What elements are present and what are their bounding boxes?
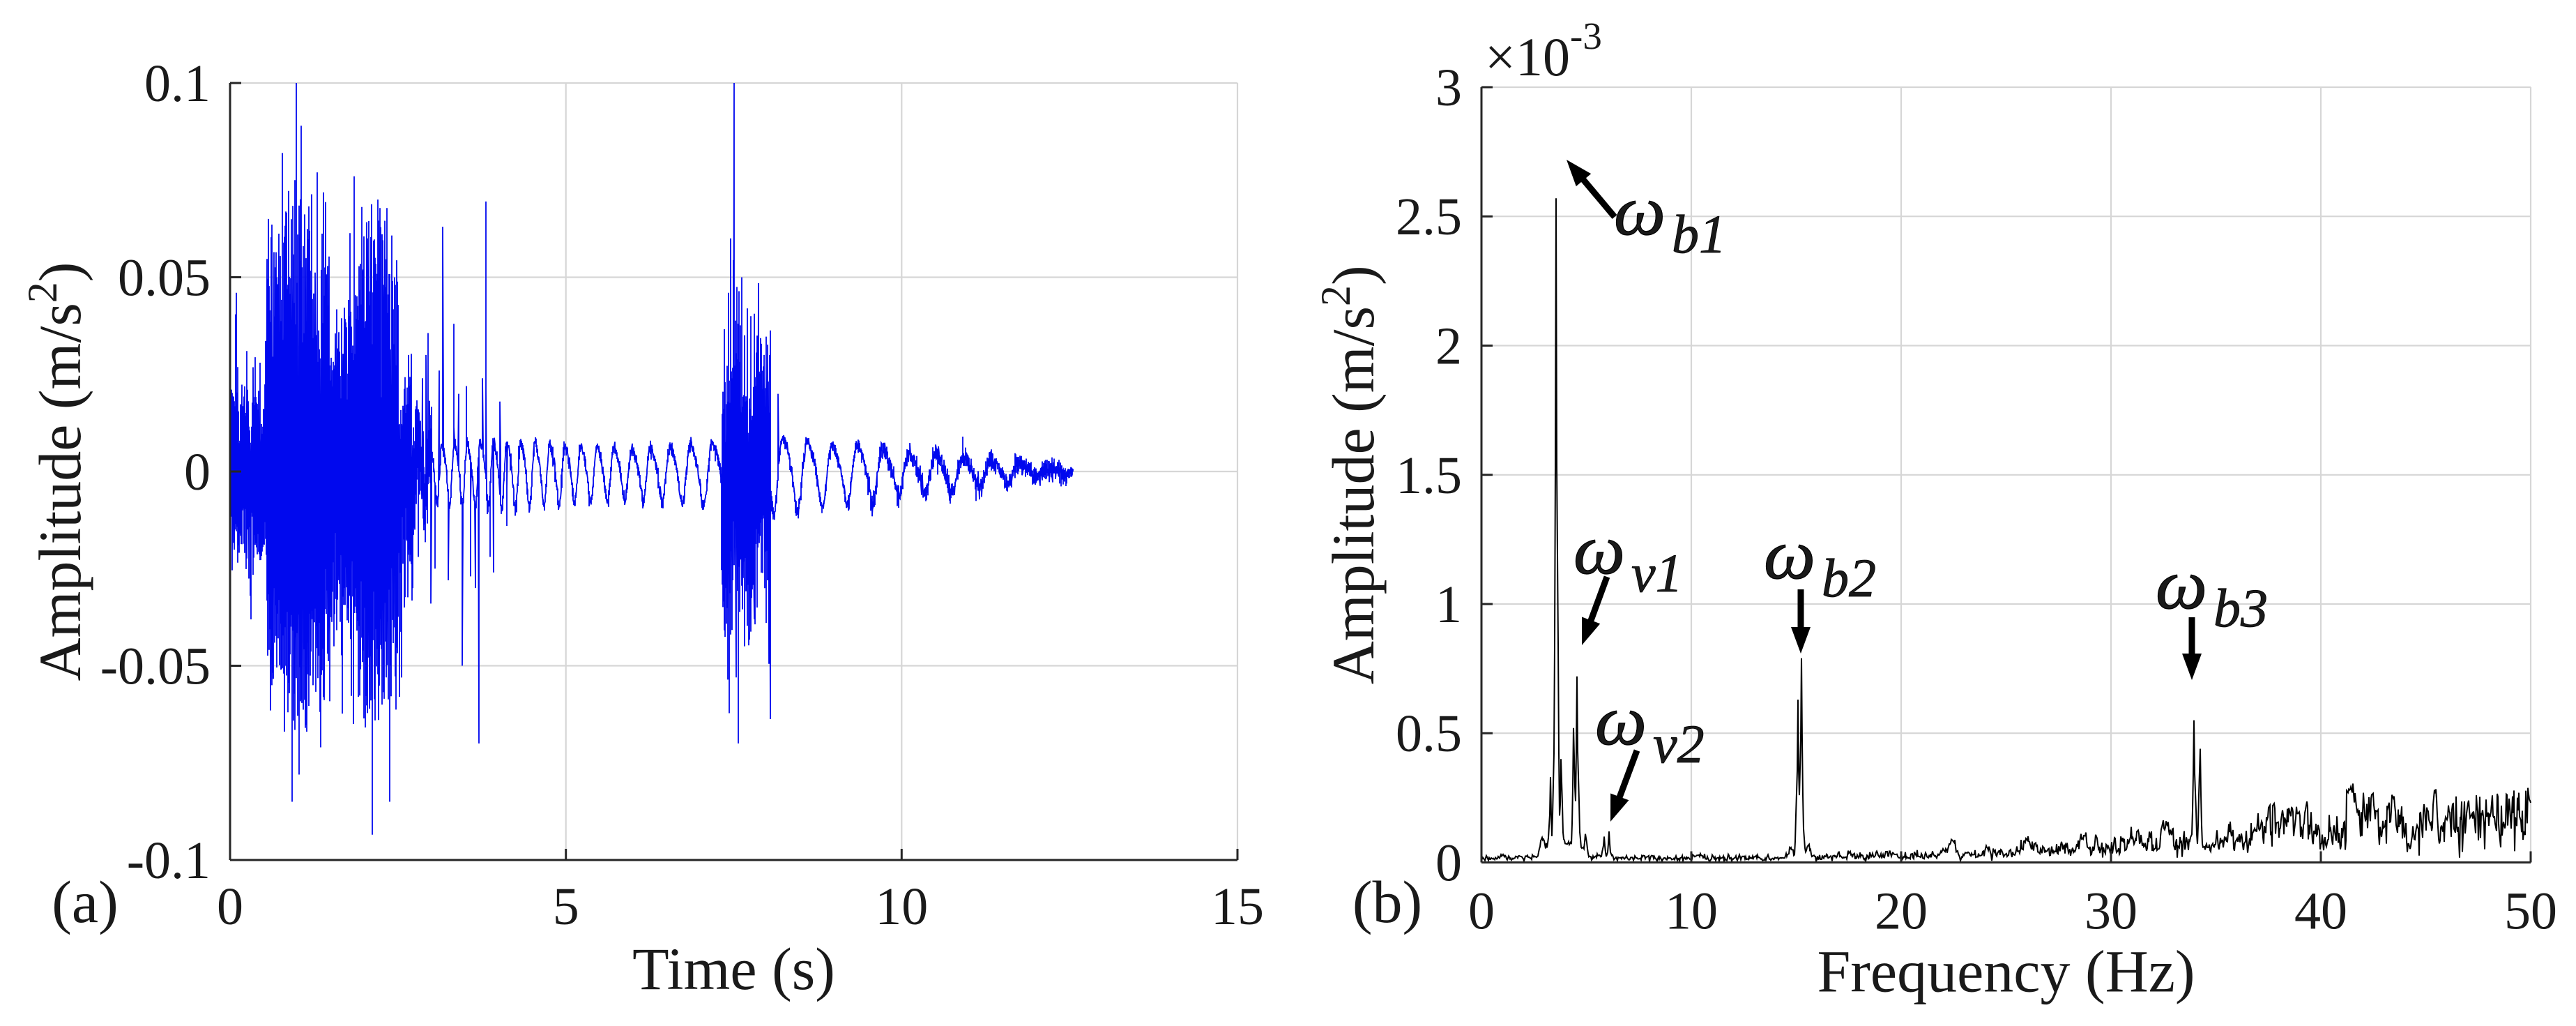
svg-text:Frequency (Hz): Frequency (Hz) bbox=[1817, 938, 2195, 1005]
svg-text:ω: ω bbox=[1573, 511, 1625, 589]
svg-text:20: 20 bbox=[1875, 882, 1928, 941]
svg-text:Time (s): Time (s) bbox=[632, 935, 835, 1002]
svg-text:b3: b3 bbox=[2213, 578, 2268, 638]
svg-text:(a): (a) bbox=[52, 868, 118, 935]
svg-text:(b): (b) bbox=[1352, 868, 1422, 935]
svg-text:b1: b1 bbox=[1672, 204, 1726, 264]
svg-text:ω: ω bbox=[1764, 515, 1815, 594]
svg-text:ω: ω bbox=[1614, 172, 1666, 250]
svg-text:Amplitude (m/s2): Amplitude (m/s2) bbox=[1313, 265, 1387, 684]
svg-text:0: 0 bbox=[1468, 882, 1495, 941]
svg-text:0: 0 bbox=[184, 443, 211, 501]
svg-text:5: 5 bbox=[553, 877, 579, 936]
svg-text:-0.1: -0.1 bbox=[127, 831, 211, 890]
svg-text:15: 15 bbox=[1211, 877, 1264, 936]
svg-text:1: 1 bbox=[1435, 575, 1462, 634]
svg-text:2: 2 bbox=[1435, 317, 1462, 376]
svg-text:3: 3 bbox=[1435, 59, 1462, 117]
svg-text:Amplitude (m/s2): Amplitude (m/s2) bbox=[20, 262, 93, 681]
svg-text:30: 30 bbox=[2085, 882, 2137, 941]
svg-text:10: 10 bbox=[875, 877, 928, 936]
svg-text:0: 0 bbox=[217, 877, 243, 936]
svg-text:40: 40 bbox=[2294, 882, 2347, 941]
svg-text:ω: ω bbox=[2156, 545, 2207, 624]
svg-text:-0.05: -0.05 bbox=[100, 638, 211, 696]
svg-text:10: 10 bbox=[1665, 882, 1718, 941]
svg-text:0.1: 0.1 bbox=[144, 54, 211, 113]
svg-text:0.05: 0.05 bbox=[118, 249, 211, 308]
svg-text:50: 50 bbox=[2504, 882, 2557, 941]
svg-text:v1: v1 bbox=[1631, 543, 1683, 603]
svg-text:ω: ω bbox=[1595, 681, 1647, 760]
svg-text:b2: b2 bbox=[1822, 548, 1876, 608]
svg-text:1.5: 1.5 bbox=[1396, 446, 1462, 505]
svg-text:2.5: 2.5 bbox=[1396, 188, 1462, 246]
svg-text:v2: v2 bbox=[1653, 714, 1705, 774]
svg-text:0: 0 bbox=[1435, 834, 1462, 893]
svg-text:0.5: 0.5 bbox=[1396, 704, 1462, 763]
